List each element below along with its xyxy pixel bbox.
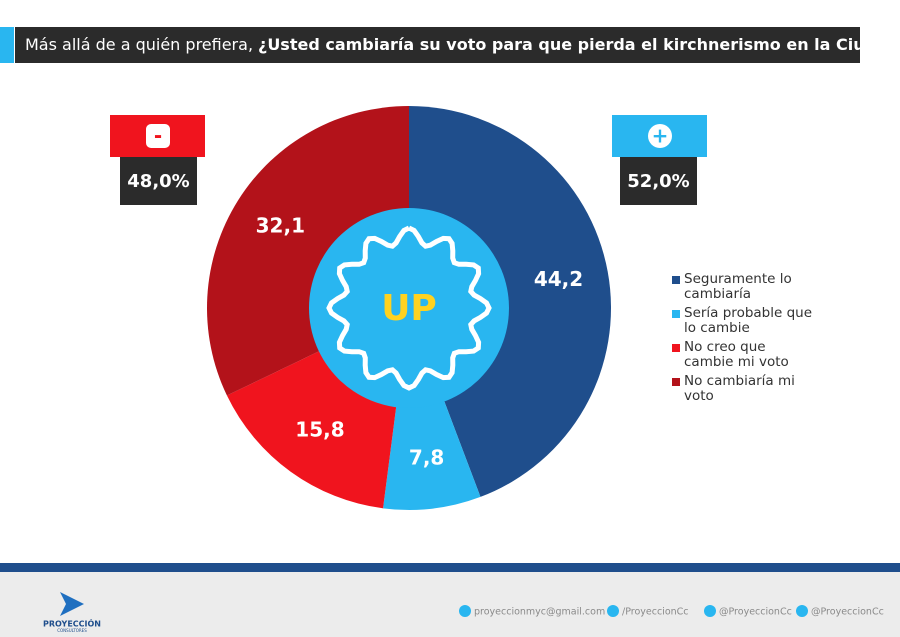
badge-icon — [648, 124, 672, 148]
legend-item: No cambiaría mi voto — [672, 374, 814, 404]
slice-label: 32,1 — [256, 214, 305, 238]
legend-swatch — [672, 344, 680, 352]
legend-label: No creo que cambie mi voto — [684, 339, 789, 370]
pie: 44,2 7,8 15,8 32,1 UP — [207, 105, 612, 510]
chart-title: Más allá de a quién prefiera, ¿Usted camb… — [25, 35, 900, 54]
slice-label: 44,2 — [534, 267, 583, 291]
total-box — [620, 157, 697, 205]
legend-swatch — [672, 378, 680, 386]
brand: PROYECCIÓN — [43, 618, 101, 629]
legend-item: No creo que cambie mi voto — [672, 340, 814, 370]
brand-logo — [60, 592, 84, 616]
contact-icon — [459, 605, 471, 617]
badge-symbol: + — [652, 124, 669, 148]
total-box — [120, 157, 197, 205]
contacts: proyeccionmyc@gmail.com/ProyeccionCc @Pro… — [459, 605, 884, 618]
title-intro: Más allá de a quién prefiera, — [25, 35, 253, 54]
contact-icon — [704, 605, 716, 617]
title-accent — [0, 27, 14, 63]
brand-sub: CONSULTORES — [57, 628, 87, 633]
legend-label: Sería probable que lo cambie — [684, 305, 813, 336]
center-disc — [309, 208, 509, 408]
contact: @ProyeccionCc — [811, 607, 884, 618]
contact-icon — [796, 605, 808, 617]
center-label: UP — [381, 288, 437, 329]
contact-icon — [607, 605, 619, 617]
slice-label: 7,8 — [409, 445, 444, 469]
legend: Seguramente lo cambiaría Sería probable q… — [672, 272, 814, 408]
contact: @ProyeccionCc — [719, 607, 792, 618]
total-label: 48,0% — [127, 171, 189, 192]
total-label: 52,0% — [627, 171, 689, 192]
legend-label: No cambiaría mi voto — [684, 373, 795, 404]
footer-stripe — [0, 563, 900, 572]
footer-band — [0, 572, 900, 637]
legend-item: Sería probable que lo cambie — [672, 306, 814, 336]
badge-symbol: - — [154, 124, 162, 148]
slice-label: 15,8 — [295, 418, 344, 442]
slice — [409, 105, 612, 497]
badge-icon — [146, 124, 170, 148]
contact: proyeccionmyc@gmail.com — [474, 607, 605, 618]
contact: /ProyeccionCc — [622, 607, 689, 618]
starburst — [326, 225, 492, 391]
legend-swatch — [672, 276, 680, 284]
legend-item: Seguramente lo cambiaría — [672, 272, 814, 302]
legend-label: Seguramente lo cambiaría — [684, 271, 792, 302]
title-main: ¿Usted cambiaría su voto para que pierda… — [258, 35, 900, 54]
title-bar — [15, 27, 860, 63]
legend-swatch — [672, 310, 680, 318]
